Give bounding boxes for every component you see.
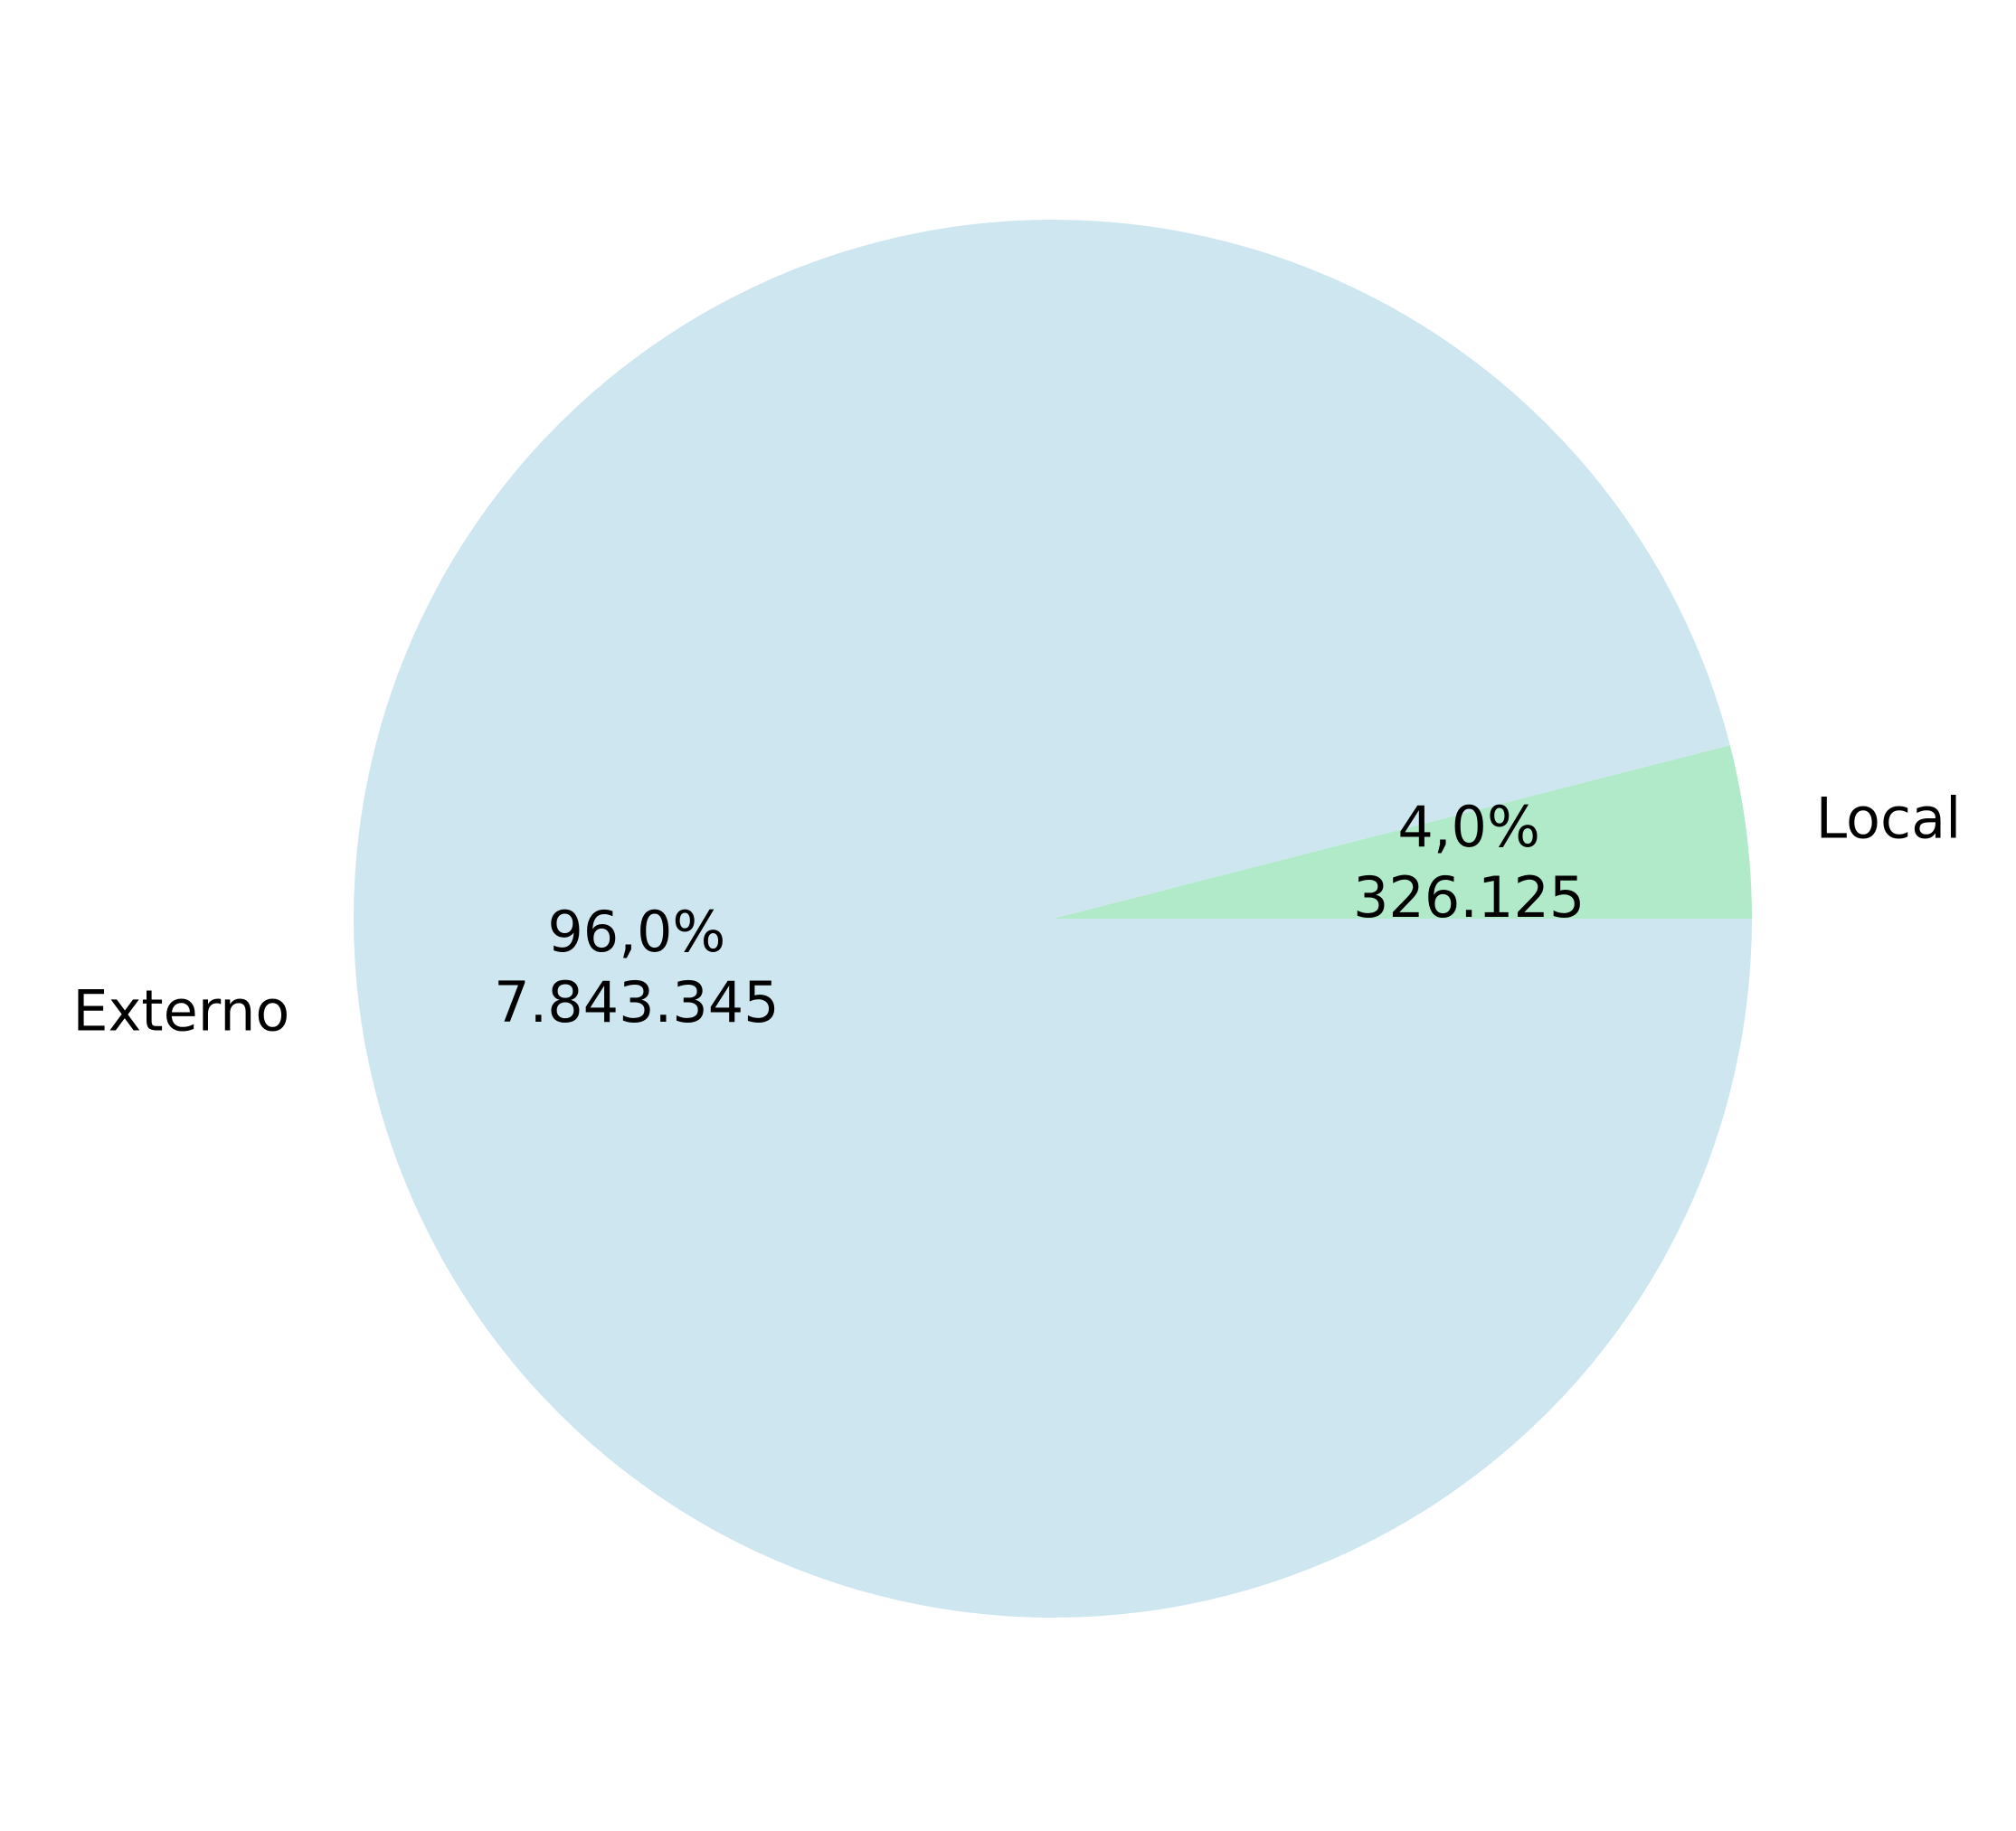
slice-value-label-externo: 7.843.345 — [494, 969, 780, 1035]
pie-slice-externo — [354, 219, 1752, 1618]
pie-slices — [354, 219, 1752, 1618]
slice-label-local: Local — [1816, 786, 1962, 852]
slice-percent-label-local: 4,0% — [1397, 794, 1540, 860]
slice-label-externo: Externo — [72, 977, 289, 1043]
slice-value-label-local: 326.125 — [1353, 864, 1585, 930]
slice-percent-label-externo: 96,0% — [547, 899, 725, 965]
pie-slice-local — [1053, 745, 1752, 919]
pie-labels: Local 4,0%326.125 Externo 96,0%7.843.345 — [72, 786, 1961, 1044]
